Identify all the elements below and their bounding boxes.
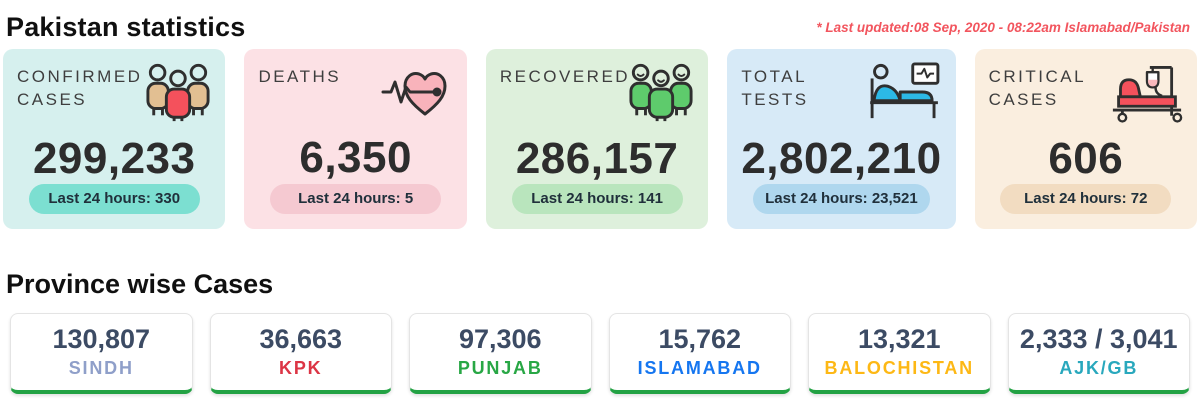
- stat-card-label: CRITICAL CASES: [988, 67, 1086, 109]
- province-label: SINDH: [68, 358, 134, 378]
- stat-card-label: DEATHS: [258, 67, 342, 86]
- stat-card-last24-badge: Last 24 hours: 330: [28, 184, 200, 214]
- stat-card-recovered: RECOVERED: [485, 49, 709, 229]
- province-card-sindh: 130,807 SINDH: [10, 313, 193, 394]
- stat-card-value: 286,157: [515, 134, 679, 183]
- stat-card-value: 299,233: [32, 134, 196, 183]
- stat-card-total-tests: TOTAL TESTS 2,802,210 Last 24 hours: 23,…: [727, 49, 956, 229]
- recovered-people-icon: [628, 62, 694, 127]
- province-label: KPK: [279, 358, 323, 378]
- stat-card-deaths: DEATHS 6,350 Last 24 hours: 5: [244, 49, 467, 229]
- hospital-bed-icon: [868, 62, 942, 127]
- province-value: 97,306: [458, 324, 542, 354]
- stat-card-label: RECOVERED: [499, 67, 631, 86]
- province-label: PUNJAB: [457, 358, 543, 378]
- stat-card-label: CONFIRMED CASES: [17, 67, 143, 109]
- stat-card-last24-badge: Last 24 hours: 141: [511, 184, 683, 214]
- province-value: 130,807: [52, 324, 151, 354]
- province-row: 130,807 SINDH 36,663 KPK 97,306 PUNJAB 1…: [0, 313, 1200, 394]
- province-value: 36,663: [259, 324, 343, 354]
- stat-card-critical: CRITICAL CASES 606 Last: [974, 49, 1197, 229]
- province-card-islamabad: 15,762 ISLAMABAD: [608, 313, 791, 394]
- stat-card-last24-badge: Last 24 hours: 23,521: [753, 184, 930, 214]
- stat-card-value: 2,802,210: [741, 134, 942, 183]
- province-section-title: Province wise Cases: [6, 269, 274, 299]
- stat-card-label: TOTAL TESTS: [741, 67, 809, 109]
- province-card-kpk: 36,663 KPK: [209, 313, 392, 394]
- province-value: 13,321: [857, 324, 941, 354]
- critical-bed-icon: [1111, 62, 1183, 129]
- province-label: AJK/GB: [1059, 358, 1139, 378]
- province-label: BALOCHISTAN: [824, 358, 974, 378]
- page-title: Pakistan statistics: [6, 12, 246, 42]
- stat-card-value: 6,350: [299, 133, 412, 182]
- province-label: ISLAMABAD: [637, 358, 762, 378]
- province-card-balochistan: 13,321 BALOCHISTAN: [808, 313, 991, 394]
- province-card-punjab: 97,306 PUNJAB: [409, 313, 592, 394]
- province-card-ajk-gb: 2,333 / 3,041 AJK/GB: [1007, 313, 1190, 394]
- province-value: 15,762: [658, 324, 742, 354]
- stat-card-confirmed: CONFIRMED CASES 299,: [3, 49, 226, 229]
- stats-row: CONFIRMED CASES 299,: [0, 43, 1200, 229]
- people-icon: [145, 62, 211, 127]
- stat-card-last24-badge: Last 24 hours: 72: [1000, 184, 1172, 214]
- heartbeat-icon: [381, 62, 453, 125]
- stat-card-last24-badge: Last 24 hours: 5: [270, 184, 442, 214]
- stat-card-value: 606: [1048, 134, 1124, 183]
- province-value: 2,333 / 3,041: [1019, 324, 1178, 354]
- last-updated-text: * Last updated:08 Sep, 2020 - 08:22am Is…: [816, 20, 1190, 35]
- page-header: Pakistan statistics * Last updated:08 Se…: [0, 0, 1200, 43]
